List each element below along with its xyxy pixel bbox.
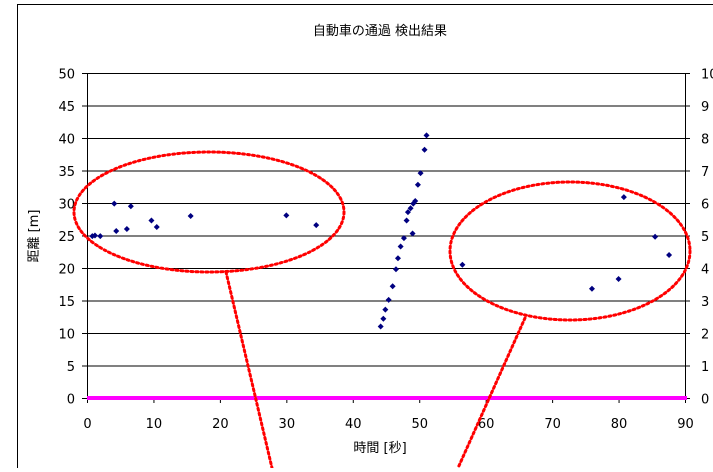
x-tick-label: 40 <box>345 417 362 432</box>
y2-tick-label: 6 <box>701 198 709 213</box>
y-tick-label: 25 <box>58 230 75 245</box>
x-tick-label: 80 <box>611 417 628 432</box>
x-axis-label: 時間 [秒] <box>353 441 406 456</box>
y-tick-label: 30 <box>58 198 75 213</box>
y-tick-label: 15 <box>58 295 75 310</box>
x-tick-label: 0 <box>83 417 91 432</box>
x-tick-label: 20 <box>212 417 229 432</box>
y2-tick-label: 10 <box>701 68 713 83</box>
y-tick-label: 45 <box>58 100 75 115</box>
y2-tick-label: 2 <box>701 328 709 343</box>
y2-tick-label: 0 <box>701 393 709 408</box>
y2-tick-label: 9 <box>701 100 709 115</box>
x-tick-label: 30 <box>279 417 296 432</box>
y-axis-label: 距離 [m] <box>27 210 42 263</box>
y-tick-label: 0 <box>67 393 75 408</box>
y2-tick-label: 1 <box>701 360 709 375</box>
y-tick-label: 10 <box>58 328 75 343</box>
x-tick-label: 70 <box>544 417 561 432</box>
y-tick-label: 35 <box>58 165 75 180</box>
y2-tick-label: 8 <box>701 133 709 148</box>
x-tick-label: 90 <box>677 417 694 432</box>
y2-tick-label: 3 <box>701 295 709 310</box>
y-tick-label: 5 <box>67 360 75 375</box>
y-tick-label: 20 <box>58 263 75 278</box>
x-tick-label: 50 <box>411 417 428 432</box>
y2-tick-label: 5 <box>701 230 709 245</box>
y-tick-label: 50 <box>58 68 75 83</box>
chart-title: 自動車の通過 検出結果 <box>313 24 447 39</box>
y-tick-label: 40 <box>58 133 75 148</box>
y2-tick-label: 4 <box>701 263 709 278</box>
y2-tick-label: 7 <box>701 165 709 180</box>
x-tick-label: 10 <box>146 417 163 432</box>
